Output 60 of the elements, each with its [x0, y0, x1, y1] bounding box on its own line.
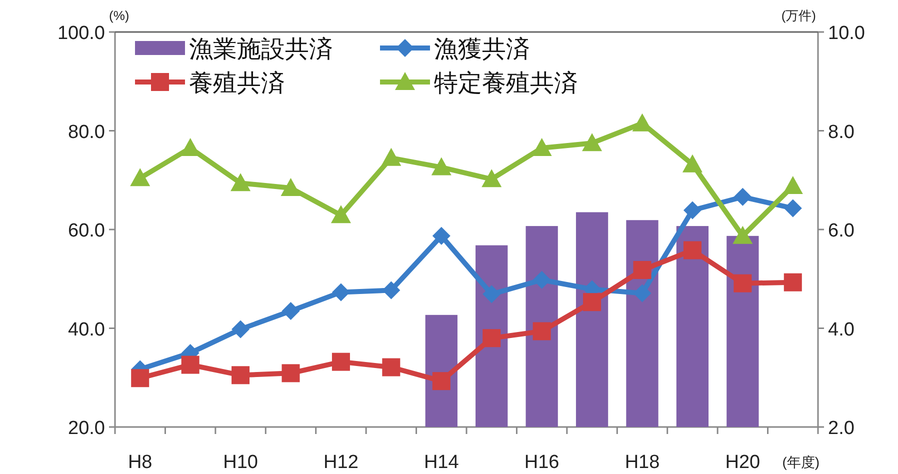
legend-label: 漁業施設共済	[189, 36, 333, 63]
point	[734, 274, 752, 292]
point	[282, 364, 300, 382]
y-tick-label: 80.0	[68, 122, 105, 143]
y2-tick-label: 8.0	[828, 122, 854, 143]
point	[282, 302, 300, 320]
point	[431, 157, 452, 176]
point	[432, 372, 450, 390]
point	[432, 226, 450, 245]
legend-label: 漁獲共済	[434, 36, 530, 63]
y-tick-label: 100.0	[57, 23, 105, 44]
point	[784, 199, 802, 218]
point	[784, 273, 802, 292]
point	[683, 241, 702, 260]
point	[683, 201, 702, 220]
point	[280, 178, 301, 196]
point	[130, 168, 150, 186]
point	[582, 133, 602, 152]
y2-tick-label: 6.0	[828, 220, 854, 242]
point	[131, 369, 150, 388]
point	[382, 358, 400, 376]
x-tick-label: H20	[725, 452, 760, 473]
y-tick-label: 40.0	[68, 319, 105, 340]
point	[482, 329, 501, 348]
legend-label: 養殖共済	[189, 70, 285, 97]
y2-axis-title: (万件)	[781, 8, 816, 23]
point	[232, 366, 250, 384]
y-axis-title: (%)	[109, 8, 130, 23]
y2-tick-label: 4.0	[828, 319, 854, 340]
point	[682, 154, 702, 172]
point	[583, 293, 602, 312]
x-tick-label: H16	[524, 452, 560, 473]
point	[230, 173, 251, 192]
y2-tick-label: 10.0	[828, 23, 865, 44]
point	[734, 188, 752, 206]
point	[633, 284, 652, 302]
point	[782, 176, 803, 194]
y2-tick-label: 2.0	[828, 418, 854, 439]
point	[330, 205, 351, 224]
point	[482, 285, 501, 304]
x-tick-label: H14	[424, 452, 460, 473]
x-tick-label: H8	[128, 452, 152, 473]
point	[532, 322, 551, 340]
point	[482, 169, 502, 188]
point	[532, 270, 551, 289]
legend-label: 特定養殖共済	[434, 70, 578, 97]
point	[381, 148, 402, 166]
point	[232, 320, 250, 338]
point	[181, 356, 200, 374]
x-tick-label: H12	[324, 452, 358, 473]
point	[532, 138, 552, 156]
y-tick-label: 20.0	[68, 418, 105, 439]
point	[732, 226, 753, 244]
point	[332, 352, 350, 371]
point	[633, 260, 652, 279]
x-tick-label: H10	[223, 452, 258, 473]
point	[332, 283, 350, 302]
x-axis-title: (年度)	[782, 454, 820, 470]
y-tick-label: 60.0	[68, 220, 105, 242]
x-tick-label: H18	[624, 452, 660, 473]
